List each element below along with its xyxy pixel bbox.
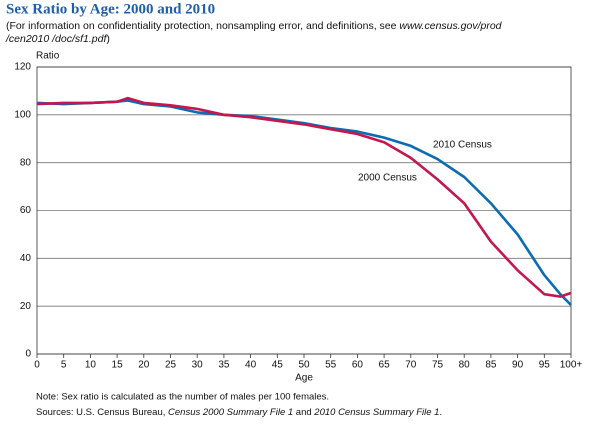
y-tick-label: 80 <box>20 157 32 168</box>
x-tick-label: 35 <box>218 360 230 371</box>
x-tick-label: 55 <box>325 360 337 371</box>
x-axis-label: Age <box>295 373 313 384</box>
source-part: 2010 Census Summary File 1 <box>313 407 439 418</box>
y-tick-label: 120 <box>14 62 31 73</box>
data-line <box>36 99 572 306</box>
chart-title: Sex Ratio by Age: 2000 and 2010 <box>6 1 215 17</box>
x-tick-label: 85 <box>485 360 497 371</box>
y-tick-label: 60 <box>20 205 32 216</box>
subtitle-text: (For information on confidentiality prot… <box>6 20 399 32</box>
x-tick-label: 45 <box>272 360 284 371</box>
plot-frame <box>36 66 572 355</box>
y-tick-label: 40 <box>20 253 32 264</box>
data-line <box>36 96 572 298</box>
subtitle: /cen2010 /doc/sf1.pdf) <box>5 33 110 45</box>
subtitle-link: www.census.gov/prod <box>399 20 502 32</box>
x-tick-label: 10 <box>85 360 97 371</box>
x-tick-label: 75 <box>432 360 444 371</box>
y-axis-label: Ratio <box>36 51 60 62</box>
source-part: Census 2000 Summary File 1 <box>168 407 293 418</box>
x-tick-label: 90 <box>512 360 524 371</box>
x-tick-label: 15 <box>112 360 124 371</box>
x-tick-label: 30 <box>192 360 204 371</box>
x-tick-label: 100+ <box>560 360 583 371</box>
x-tick-label: 5 <box>61 360 67 371</box>
x-tick-label: 60 <box>352 360 364 371</box>
x-tick-label: 25 <box>165 360 177 371</box>
x-tick-label: 0 <box>34 360 40 371</box>
y-tick-label: 20 <box>20 301 32 312</box>
x-tick-label: 95 <box>539 360 551 371</box>
source-part: . <box>439 407 442 418</box>
source: Sources: U.S. Census Bureau, Census 2000… <box>36 407 442 418</box>
x-tick-label: 50 <box>298 360 310 371</box>
x-tick-label: 20 <box>138 360 150 371</box>
x-tick-label: 40 <box>245 360 257 371</box>
series-label: 2010 Census <box>433 140 492 151</box>
x-tick-label: 70 <box>405 360 417 371</box>
source-part: Sources: U.S. Census Bureau, <box>36 407 168 418</box>
x-tick-label: 80 <box>459 360 471 371</box>
subtitle: (For information on confidentiality prot… <box>6 20 503 32</box>
y-tick-label: 100 <box>14 109 31 120</box>
source-part: and <box>293 407 314 418</box>
x-tick-label: 65 <box>379 360 391 371</box>
subtitle-text: ) <box>106 33 110 45</box>
subtitle-link: /cen2010 /doc/sf1.pdf <box>5 33 107 45</box>
y-tick-label: 0 <box>25 349 31 360</box>
note: Note: Sex ratio is calculated as the num… <box>36 392 329 403</box>
series-label: 2000 Census <box>358 173 417 184</box>
